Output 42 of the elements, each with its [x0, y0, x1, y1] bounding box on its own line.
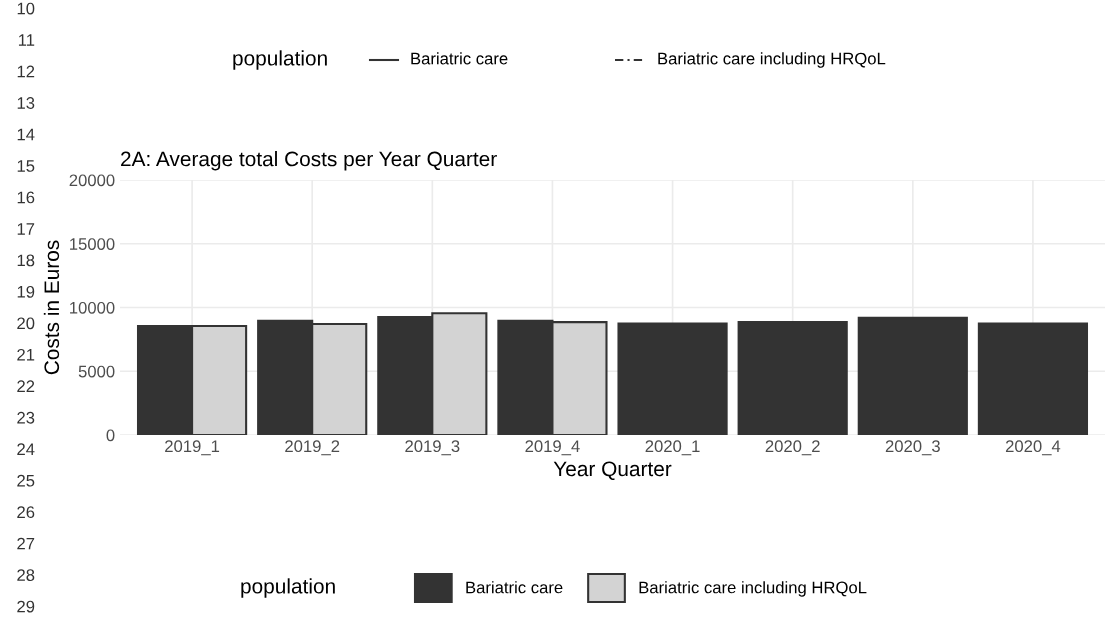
text: 20 [17, 317, 35, 330]
text: 23 [17, 411, 35, 424]
text: 17 [17, 223, 35, 235]
y-tick-label: 5000 [78, 365, 115, 378]
x-tick-label: 2019_2 [285, 440, 340, 456]
text: population [233, 50, 327, 70]
text: 29 [17, 600, 35, 613]
x-axis-title: Year Quarter [553, 461, 672, 480]
y-tick-label: 10000 [70, 301, 115, 314]
text: 15 [17, 160, 35, 172]
text: Bariatric care [411, 52, 508, 65]
text: 22 [17, 380, 35, 392]
y-tick-label: 0 [106, 429, 115, 442]
text: 11 [18, 34, 35, 46]
x-tick-label: 2019_3 [405, 440, 460, 456]
text: 26 [17, 506, 35, 519]
text: 19 [17, 285, 35, 298]
x-tick-label: 2020_3 [885, 440, 940, 456]
text: 25 [17, 474, 35, 487]
text: 12 [17, 65, 35, 78]
text: 13 [17, 97, 35, 109]
y-tick-label: 15000 [70, 238, 115, 250]
chart-title: 2A: Average total Costs per Year Quarter [121, 151, 497, 171]
text: 24 [17, 443, 35, 455]
x-tick-label: 2020_4 [1005, 440, 1061, 456]
y-axis-title: Costs in Euros [43, 240, 60, 375]
legend-title: population [241, 578, 335, 598]
legend-label: Bariatric care [466, 581, 563, 594]
text: 10 [17, 2, 35, 15]
x-tick-label: 2020_2 [765, 440, 820, 456]
y-tick-label: 20000 [69, 174, 115, 187]
text: 16 [17, 191, 35, 204]
x-tick-label: 2019_1 [165, 440, 220, 456]
text: 28 [17, 569, 35, 581]
x-tick-label: 2019_4 [525, 440, 580, 456]
x-tick-label: 2020_1 [645, 440, 700, 456]
text: 14 [17, 128, 35, 141]
text: 27 [17, 537, 35, 550]
text: Bariatric care including HRQoL [658, 52, 886, 68]
text: 21 [17, 348, 35, 361]
text: 18 [17, 254, 35, 267]
legend-label: Bariatric care including HRQoL [639, 581, 867, 597]
